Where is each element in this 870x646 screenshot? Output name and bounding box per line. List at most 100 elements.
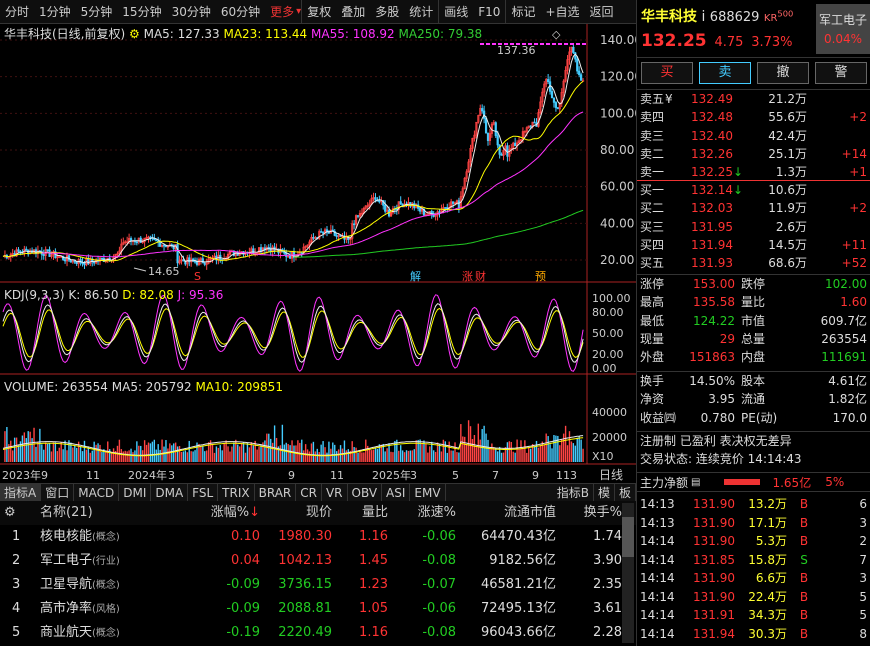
- yen-icon: [665, 163, 679, 181]
- ask-chg: [807, 127, 867, 145]
- kdj-j: J: 95.36: [177, 288, 224, 302]
- buy-button[interactable]: 买: [641, 62, 693, 84]
- candle-body: [354, 215, 358, 225]
- table-scrollbar[interactable]: [622, 503, 634, 643]
- col-price[interactable]: 现价: [305, 505, 332, 520]
- col-turn[interactable]: 换手%: [583, 505, 622, 520]
- candle-body: [360, 212, 364, 215]
- candle-body: [308, 241, 311, 246]
- gear-icon[interactable]: ⚙: [4, 505, 16, 520]
- row-index: 5: [12, 625, 21, 640]
- more-arrow-icon[interactable]: ▾: [296, 6, 302, 17]
- info-mark[interactable]: i: [701, 9, 706, 25]
- down-arrow-icon: [733, 127, 749, 145]
- ask-vol: 55.6万: [768, 110, 807, 125]
- bid-row[interactable]: 买二 132.03 11.9万 +2: [637, 199, 870, 217]
- indicator-tab-12[interactable]: EMV: [410, 483, 446, 502]
- bid-chg: [807, 218, 867, 236]
- row-name-text: 军工电子: [40, 553, 93, 568]
- bid-row[interactable]: 买一 132.14 ↓ 10.6万: [637, 181, 870, 199]
- indicator-tab-11[interactable]: ASI: [382, 483, 411, 502]
- date-axis-label: 5: [206, 469, 213, 482]
- toolbar-item-12[interactable]: F10: [478, 4, 501, 19]
- table-row[interactable]: 5 商业航天(概念) -0.19 2220.49 1.16 -0.08 96043.66亿 2…: [0, 621, 636, 645]
- col-chg[interactable]: 涨幅%↓: [190, 501, 260, 525]
- indicator-tab-3[interactable]: DMI: [119, 483, 152, 502]
- toolbar-item-11[interactable]: 画线: [438, 0, 473, 24]
- settings-icon[interactable]: ⚙: [129, 27, 140, 41]
- bid-row[interactable]: 买四 131.94 14.5万 +11: [637, 236, 870, 254]
- indicator-tab-4[interactable]: DMA: [151, 483, 189, 502]
- toolbar-item-15[interactable]: 返回: [589, 4, 614, 19]
- indicator-right-0[interactable]: 指标B: [553, 483, 594, 502]
- indicator-tab-1[interactable]: 窗口: [41, 483, 75, 502]
- indicator-right-2[interactable]: 板: [615, 483, 636, 502]
- indicator-tab-10[interactable]: OBV: [348, 483, 383, 502]
- ask-row[interactable]: 卖四 132.48 55.6万 +2: [637, 108, 870, 126]
- tick-time: 14:14: [640, 571, 675, 585]
- bid-row[interactable]: 买三 131.95 2.6万: [637, 218, 870, 236]
- toolbar-item-9[interactable]: 多股: [375, 4, 400, 19]
- indicator-right-1[interactable]: 模: [594, 483, 615, 502]
- indicator-tab-7[interactable]: BRAR: [255, 483, 297, 502]
- tick-row: 14:13 131.90 17.1万 B 3: [637, 514, 870, 533]
- indicator-tab-9[interactable]: VR: [322, 483, 348, 502]
- toolbar-item-4[interactable]: 30分钟: [171, 4, 211, 19]
- book-divider: [637, 180, 870, 181]
- indicator-tab-0[interactable]: 指标A: [0, 483, 42, 502]
- alert-button[interactable]: 警: [815, 62, 867, 84]
- toolbar-item-6[interactable]: 更多: [270, 4, 295, 19]
- table-row[interactable]: 3 卫星导航(概念) -0.09 3736.15 1.23 -0.07 46581.21亿 2…: [0, 573, 636, 597]
- toolbar-item-7[interactable]: 复权: [301, 0, 336, 24]
- candle-body: [500, 154, 503, 156]
- candle-body: [58, 256, 61, 258]
- col-spd[interactable]: 涨速%: [417, 505, 456, 520]
- ask-row[interactable]: 卖三 132.40 42.4万: [637, 127, 870, 145]
- sell-button[interactable]: 卖: [699, 62, 751, 84]
- toolbar-item-10[interactable]: 统计: [409, 4, 434, 19]
- candle-body: [554, 102, 557, 108]
- indicator-tab-6[interactable]: TRIX: [218, 483, 255, 502]
- sector-badge[interactable]: 军工电子 0.04%: [816, 4, 870, 54]
- toolbar-item-3[interactable]: 15分钟: [122, 4, 162, 19]
- ask-row[interactable]: 卖五 ¥132.49 21.2万: [637, 90, 870, 108]
- toolbar-item-2[interactable]: 5分钟: [80, 4, 113, 19]
- row-index: 3: [12, 577, 21, 592]
- kdj-axis-label: 80.00: [592, 306, 624, 319]
- table-row[interactable]: 2 军工电子(行业) 0.04 1042.13 1.45 -0.08 9182.56亿 3.9…: [0, 549, 636, 573]
- toolbar-item-8[interactable]: 叠加: [341, 4, 366, 19]
- ask-label: 卖四: [640, 110, 665, 125]
- date-axis-label: 11: [86, 469, 100, 482]
- ask-row[interactable]: 卖二 132.26 25.1万 +14: [637, 145, 870, 163]
- stat-label: 外盘: [640, 350, 665, 365]
- indicator-tab-8[interactable]: CR: [296, 483, 322, 502]
- toolbar-item-13[interactable]: 标记: [505, 0, 540, 24]
- kline-chart[interactable]: 140.00120.00100.0080.0060.0040.0020.0013…: [0, 24, 636, 483]
- ask-row[interactable]: 卖一 132.25 ↓ 1.3万 +1: [637, 163, 870, 181]
- bid-row[interactable]: 买五 131.93 68.6万 +52: [637, 254, 870, 272]
- indicator-tab-5[interactable]: FSL: [188, 483, 219, 502]
- candle-body: [81, 262, 84, 265]
- col-vr[interactable]: 量比: [361, 505, 388, 520]
- col-name[interactable]: 名称(21): [40, 505, 93, 520]
- cancel-button[interactable]: 撤: [757, 62, 809, 84]
- toolbar-item-14[interactable]: +自选: [545, 4, 580, 19]
- toolbar-item-5[interactable]: 60分钟: [220, 4, 261, 19]
- kline-chart-area[interactable]: 140.00120.00100.0080.0060.0040.0020.0013…: [0, 24, 636, 483]
- indicator-tab-2[interactable]: MACD: [74, 483, 120, 502]
- list-icon[interactable]: ▤: [691, 476, 701, 488]
- tick-row: 14:14 131.85 15.8万 S 7: [637, 551, 870, 570]
- tick-vol: 22.4万: [748, 589, 787, 604]
- stat-value: 153.00: [693, 277, 735, 291]
- table-row[interactable]: 1 核电核能(概念) 0.10 1980.30 1.16 -0.06 64470.43亿 1.…: [0, 525, 636, 549]
- stat-value: 1.60: [840, 295, 867, 310]
- row-chg: -0.09: [226, 577, 260, 592]
- bid-price: 132.03: [691, 201, 733, 216]
- col-cap[interactable]: 流通市值: [503, 505, 556, 520]
- toolbar-item-1[interactable]: 1分钟: [39, 4, 71, 19]
- table-row[interactable]: 4 高市净率(风格) -0.09 2088.81 1.05 -0.06 72495.13亿 3…: [0, 597, 636, 621]
- ask-chg: +1: [849, 165, 867, 180]
- scrollbar-thumb[interactable]: [622, 517, 634, 557]
- toolbar-item-0[interactable]: 分时: [5, 4, 30, 19]
- stat-row: 涨停 153.00 跌停 102.00: [637, 275, 870, 293]
